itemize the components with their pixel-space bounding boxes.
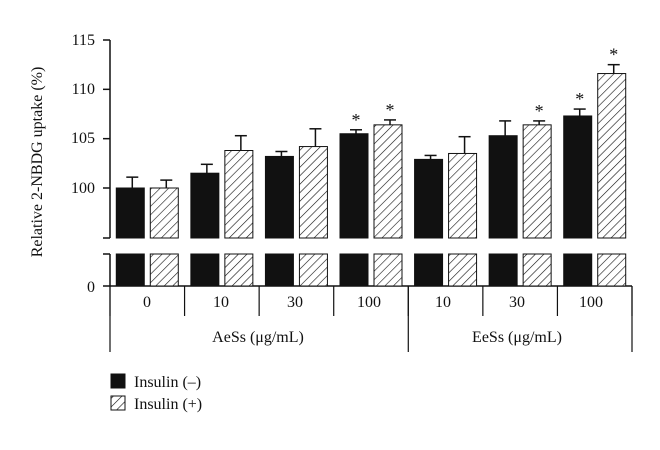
bar-upper-segment: [597, 73, 627, 239]
bar-lower-segment: [563, 253, 593, 287]
bar-upper-segment: [115, 187, 145, 239]
significance-marker: *: [575, 89, 584, 109]
bar-lower-segment: [448, 253, 478, 287]
bar-upper-segment: [488, 135, 518, 239]
x-tick-label: 30: [287, 294, 303, 311]
significance-marker: *: [535, 101, 544, 121]
bar-lower-segment: [115, 253, 145, 287]
x-tick-label: 10: [213, 294, 229, 311]
bar-lower-segment: [298, 253, 328, 287]
bar-upper-segment: [190, 172, 220, 239]
bar-upper-segment: [149, 187, 179, 239]
legend-swatch: [110, 395, 126, 411]
bar-lower-segment: [373, 253, 403, 287]
significance-marker: *: [352, 110, 361, 130]
bar-upper-segment: [522, 124, 552, 239]
x-tick-label: 10: [435, 294, 451, 311]
bar-lower-segment: [149, 253, 179, 287]
bar-lower-segment: [190, 253, 220, 287]
significance-marker: *: [609, 45, 618, 65]
group-label-aess: AeSs (μg/mL): [212, 329, 304, 346]
bar-lower-segment: [522, 253, 552, 287]
bar-lower-segment: [488, 253, 518, 287]
y-axis-label: Relative 2-NBDG uptake (%): [29, 67, 46, 258]
legend-label: Insulin (–): [134, 374, 201, 391]
bar-upper-segment: [563, 115, 593, 239]
y-tick-label-100: 100: [71, 180, 95, 197]
y-tick-label-0: 0: [87, 279, 95, 296]
legend: Insulin (–) Insulin (+): [110, 373, 202, 413]
group-label-eess: EeSs (μg/mL): [472, 329, 562, 346]
chart-marks: * * * * *: [103, 39, 633, 352]
x-tick-label: 30: [509, 294, 525, 311]
axes: [109, 40, 632, 287]
bar-lower-segment: [224, 253, 254, 287]
bar-upper-segment: [339, 133, 369, 239]
x-tick-label: 100: [579, 294, 603, 311]
y-tick-label-115: 115: [72, 32, 95, 49]
x-tick-label: 0: [143, 294, 151, 311]
bar-lower-segment: [597, 253, 627, 287]
axis-break-gap: [109, 239, 111, 253]
x-tick-label: 100: [357, 294, 381, 311]
y-tick-label-110: 110: [72, 81, 95, 98]
bar-lower-segment: [339, 253, 369, 287]
bar-upper-segment: [414, 158, 444, 239]
legend-label: Insulin (+): [134, 396, 202, 413]
bar-upper-segment: [264, 155, 294, 239]
y-tick-label-105: 105: [71, 130, 95, 147]
bar-upper-segment: [373, 124, 403, 239]
bar-lower-segment: [414, 253, 444, 287]
bar-upper-segment: [298, 146, 328, 239]
bar-upper-segment: [448, 152, 478, 239]
significance-marker: *: [386, 100, 395, 120]
bar-lower-segment: [264, 253, 294, 287]
bar-upper-segment: [224, 150, 254, 239]
legend-swatch: [110, 373, 126, 389]
